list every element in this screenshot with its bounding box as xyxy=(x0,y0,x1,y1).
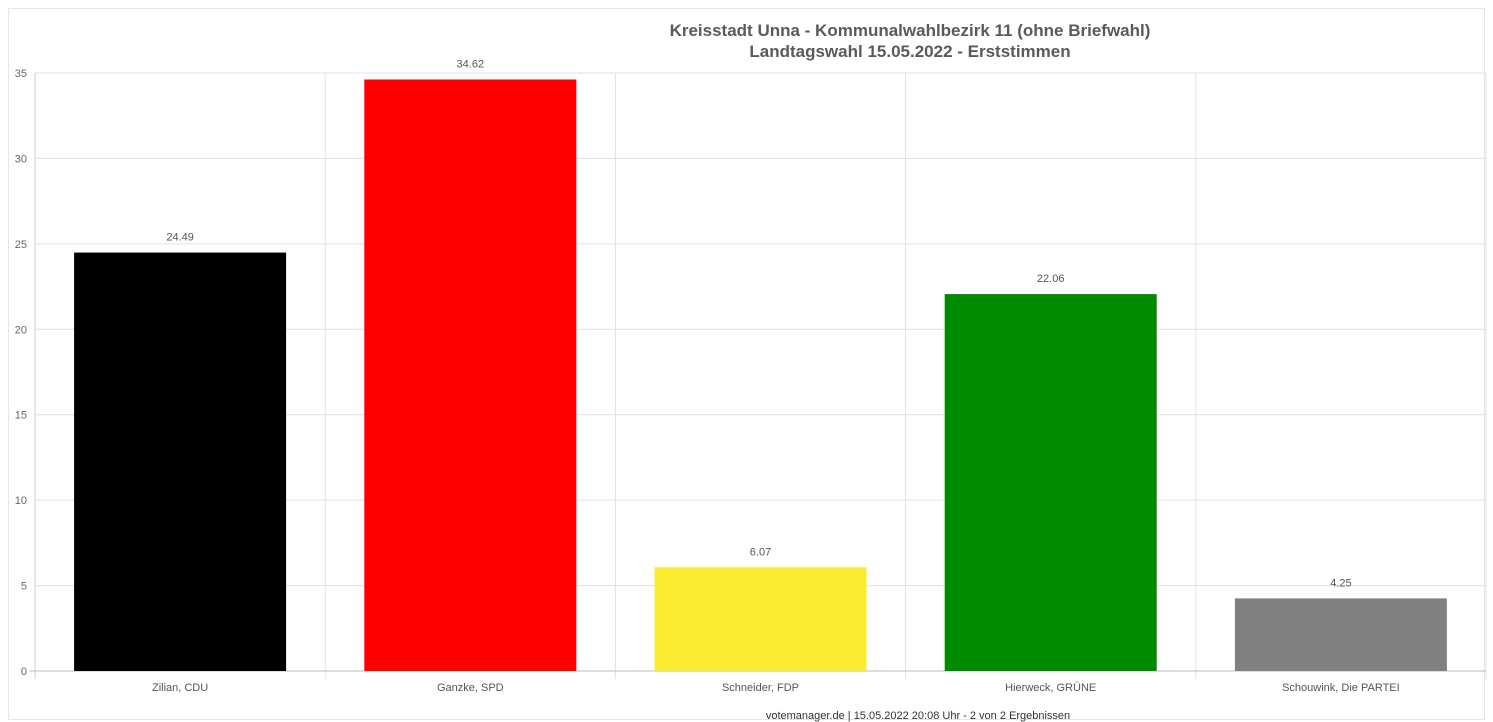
bar xyxy=(364,79,577,672)
bar xyxy=(1234,598,1447,671)
x-category-label: Hierweck, GRÜNE xyxy=(1005,682,1096,694)
bar xyxy=(944,294,1157,671)
chart-footer: votemanager.de | 15.05.2022 20:08 Uhr - … xyxy=(766,710,1070,722)
bar-value-label: 22.06 xyxy=(1037,273,1065,285)
bar-value-label: 6.07 xyxy=(750,546,771,558)
y-tick-label: 10 xyxy=(15,495,27,507)
bar-value-label: 4.25 xyxy=(1330,577,1351,589)
bar-value-label: 34.62 xyxy=(457,58,485,70)
y-tick-label: 30 xyxy=(15,153,27,165)
chart-title-line-1: Kreisstadt Unna - Kommunalwahlbezirk 11 … xyxy=(669,21,1151,40)
y-tick-label: 15 xyxy=(15,410,27,422)
bar-value-label: 24.49 xyxy=(166,232,194,244)
x-category-label: Schneider, FDP xyxy=(722,682,799,694)
y-tick-label: 25 xyxy=(15,239,27,251)
x-category-label: Zilian, CDU xyxy=(152,682,208,694)
bar xyxy=(654,567,867,671)
y-tick-label: 35 xyxy=(15,68,27,80)
x-category-label: Ganzke, SPD xyxy=(437,682,504,694)
x-category-label: Schouwink, Die PARTEI xyxy=(1282,682,1400,694)
y-tick-label: 0 xyxy=(21,666,27,678)
y-tick-label: 5 xyxy=(21,581,27,593)
chart-title-line-2: Landtagswahl 15.05.2022 - Erststimmen xyxy=(749,42,1071,61)
bar xyxy=(74,252,287,671)
y-tick-label: 20 xyxy=(15,324,27,336)
